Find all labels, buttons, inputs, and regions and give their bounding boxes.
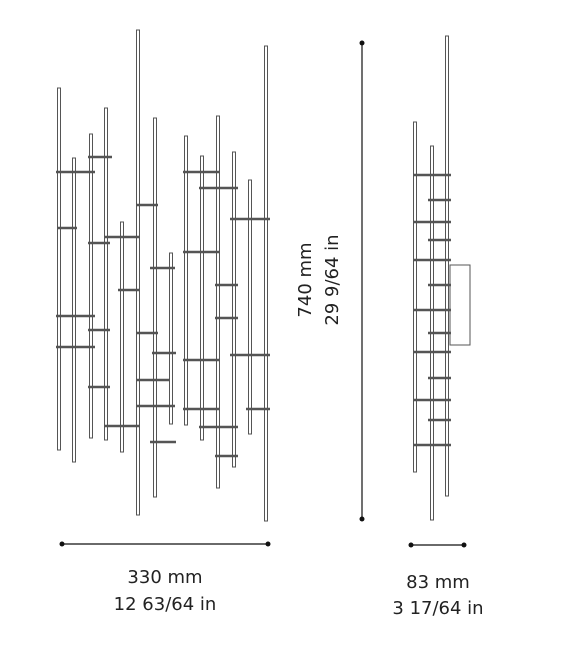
mount-bracket: [449, 264, 471, 346]
rod: [136, 29, 140, 516]
rod: [216, 115, 220, 489]
rod: [57, 87, 61, 451]
height-in: 29 9/64 in: [322, 234, 343, 325]
rod: [232, 151, 236, 468]
rod: [72, 157, 76, 463]
rod: [153, 117, 157, 498]
dimension-dot: [408, 542, 414, 548]
rod: [445, 35, 449, 497]
height-mm: 740 mm: [295, 242, 316, 317]
side-view: [413, 35, 471, 521]
rod: [248, 179, 252, 435]
rod: [413, 121, 417, 473]
rod: [264, 45, 268, 522]
rod: [184, 135, 188, 426]
dimension-dot: [359, 40, 365, 46]
dimension-dot: [265, 541, 271, 547]
width-mm: 330 mm: [127, 567, 202, 588]
rod: [120, 221, 124, 453]
rod: [169, 252, 173, 425]
dimension-dot: [59, 541, 65, 547]
dimension-dot: [359, 516, 365, 522]
depth-mm: 83 mm: [406, 572, 470, 593]
depth-in: 3 17/64 in: [392, 598, 483, 619]
rod: [89, 133, 93, 439]
front-view: [56, 29, 270, 522]
dimension-dot: [461, 542, 467, 548]
rod: [104, 107, 108, 441]
rod: [200, 155, 204, 441]
width-in: 12 63/64 in: [114, 594, 217, 615]
